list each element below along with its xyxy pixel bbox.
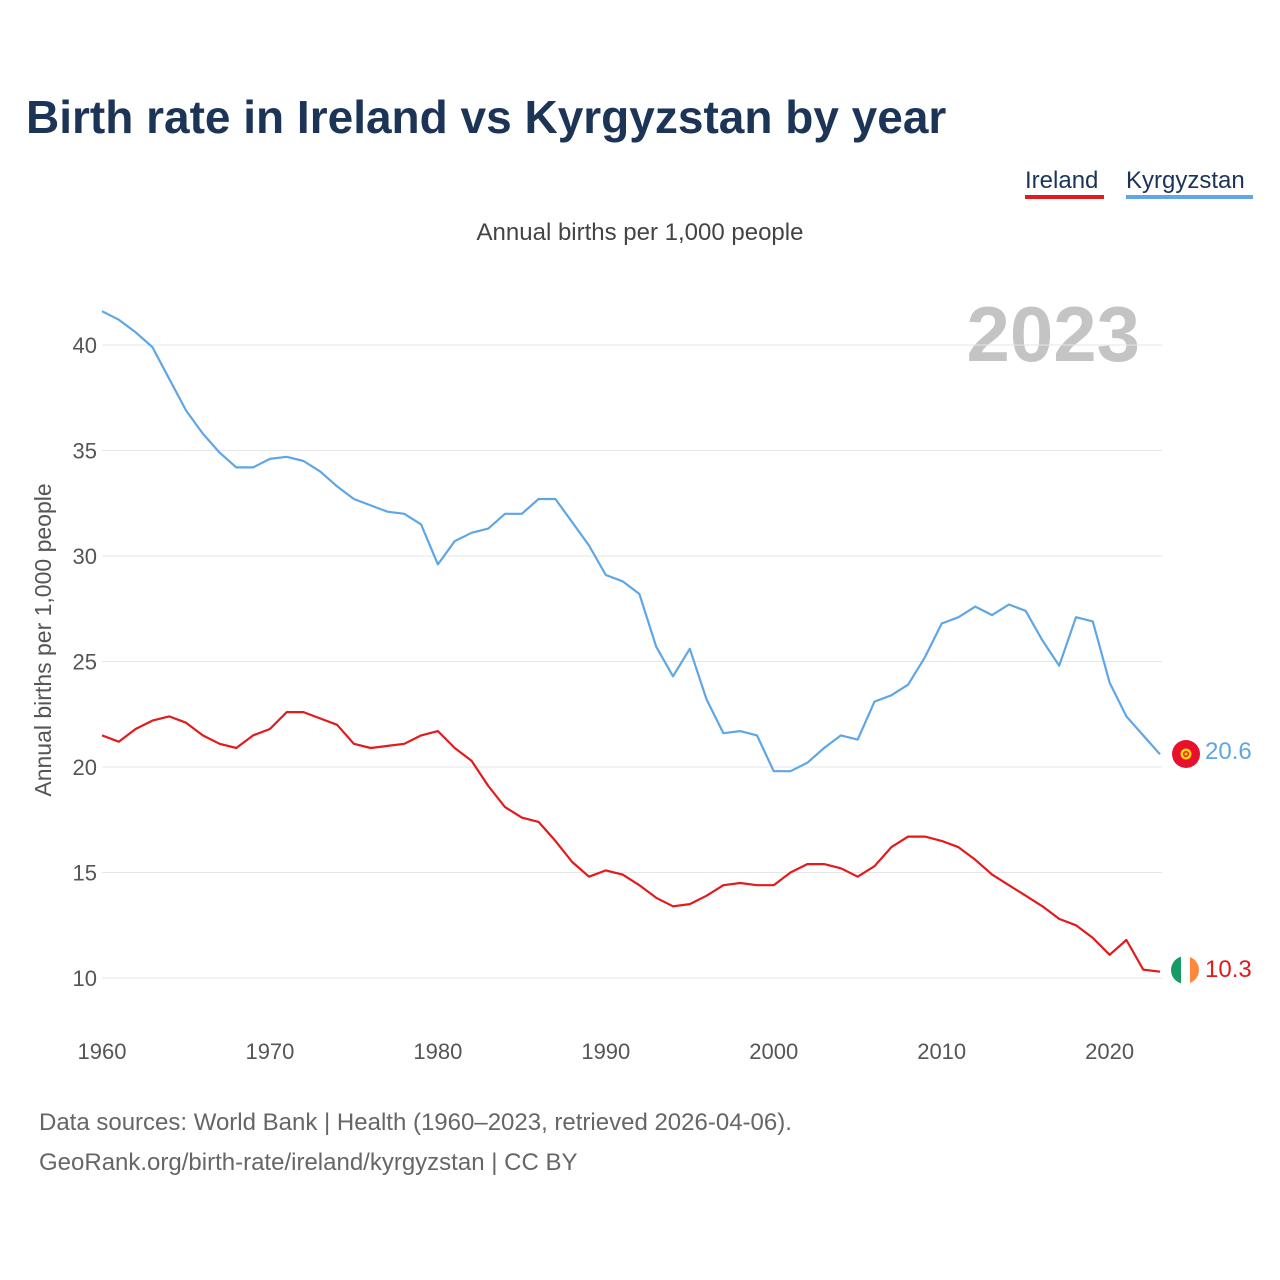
series-line-ireland[interactable]: [101, 710, 1161, 973]
legend: Ireland Kyrgyzstan: [1025, 167, 1253, 199]
y-tick-label: 30: [73, 544, 97, 569]
x-tick-label: 2000: [749, 1039, 798, 1064]
y-tick-label: 10: [73, 966, 97, 991]
chart-subtitle: Annual births per 1,000 people: [477, 219, 804, 246]
year-watermark: 2023: [966, 290, 1140, 378]
y-tick-label: 40: [73, 333, 97, 358]
ireland-end-value: 10.3: [1205, 956, 1252, 983]
x-tick-label: 1990: [581, 1039, 630, 1064]
legend-kyrgyzstan-label[interactable]: Kyrgyzstan: [1126, 167, 1245, 194]
x-tick-label: 1980: [413, 1039, 462, 1064]
source-line-1: Data sources: World Bank | Health (1960–…: [39, 1109, 792, 1136]
y-tick-label: 35: [73, 439, 97, 464]
kyrgyzstan-flag-icon: [1172, 740, 1200, 768]
series-lines: [101, 310, 1161, 973]
series-line-kyrgyzstan[interactable]: [101, 310, 1161, 773]
x-tick-label: 1960: [78, 1039, 127, 1064]
kyrgyzstan-end-value: 20.6: [1205, 738, 1252, 765]
source-line-2[interactable]: GeoRank.org/birth-rate/ireland/kyrgyzsta…: [39, 1149, 577, 1176]
y-tick-label: 25: [73, 650, 97, 675]
ireland-flag-icon: [1171, 956, 1199, 984]
gridlines: [102, 344, 1162, 979]
legend-ireland-label[interactable]: Ireland: [1025, 167, 1098, 194]
y-axis-label: Annual births per 1,000 people: [30, 483, 56, 796]
y-tick-label: 20: [73, 755, 97, 780]
y-axis-ticks: 10 15 20 25 30 35 40: [73, 333, 97, 991]
x-tick-label: 1970: [245, 1039, 294, 1064]
x-tick-label: 2020: [1085, 1039, 1134, 1064]
x-tick-label: 2010: [917, 1039, 966, 1064]
y-tick-label: 15: [73, 861, 97, 886]
x-axis-ticks: 1960 1970 1980 1990 2000 2010 2020: [78, 1039, 1135, 1064]
chart-title: Birth rate in Ireland vs Kyrgyzstan by y…: [26, 91, 946, 143]
